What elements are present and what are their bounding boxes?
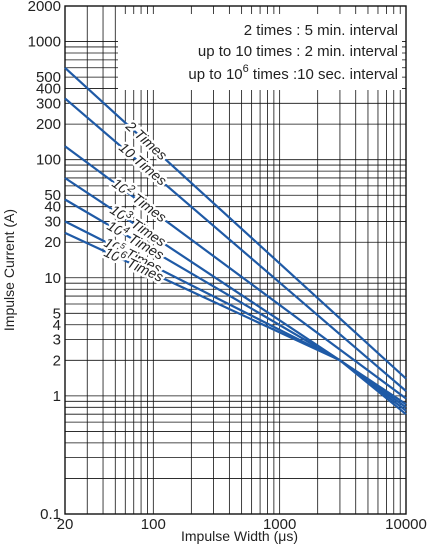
y-tick-label: 3 bbox=[53, 332, 61, 349]
y-tick-label: 2 bbox=[53, 352, 61, 369]
interval-note-2: up to 10 times : 2 min. interval bbox=[198, 43, 398, 60]
y-tick-label: 200 bbox=[36, 116, 61, 133]
plot-frame bbox=[64, 5, 407, 515]
y-tick-label: 50 bbox=[44, 187, 61, 204]
y-tick-label: 400 bbox=[36, 81, 61, 98]
y-tick-label: 20 bbox=[44, 234, 61, 251]
y-tick-label: 100 bbox=[36, 152, 61, 169]
interval-note-3: up to 106 times :10 sec. interval bbox=[188, 63, 398, 83]
y-tick-label: 5 bbox=[53, 305, 61, 322]
series-line-3 bbox=[64, 145, 407, 400]
notes-box bbox=[118, 14, 402, 90]
series-line-1 bbox=[64, 66, 407, 380]
y-tick-label: 500 bbox=[36, 69, 61, 86]
y-axis-title: Impulse Current (A) bbox=[1, 209, 17, 331]
y-tick-label: 10 bbox=[44, 270, 61, 287]
x-axis-title: Impulse Width (μs) bbox=[181, 528, 298, 544]
x-tick-label: 1000 bbox=[263, 516, 296, 533]
y-tick-label: 300 bbox=[36, 95, 61, 112]
series-line-7 bbox=[64, 231, 407, 416]
series-lines bbox=[64, 66, 407, 416]
y-tick-label: 1 bbox=[53, 388, 61, 405]
y-tick-label: 40 bbox=[44, 199, 61, 216]
y-tick-label: 0.1 bbox=[40, 506, 61, 523]
x-tick-label: 100 bbox=[141, 516, 166, 533]
y-tick-label: 4 bbox=[53, 317, 61, 334]
interval-notes: 2 times : 5 min. interval up to 10 times … bbox=[118, 14, 402, 90]
y-tick-label: 1000 bbox=[28, 34, 61, 51]
x-tick-label: 10000 bbox=[385, 516, 427, 533]
interval-note-1: 2 times : 5 min. interval bbox=[244, 22, 398, 39]
x-tick-label: 20 bbox=[57, 516, 74, 533]
series-line-2 bbox=[64, 97, 407, 392]
y-tick-label: 2000 bbox=[28, 0, 61, 15]
y-tick-label: 30 bbox=[44, 213, 61, 230]
